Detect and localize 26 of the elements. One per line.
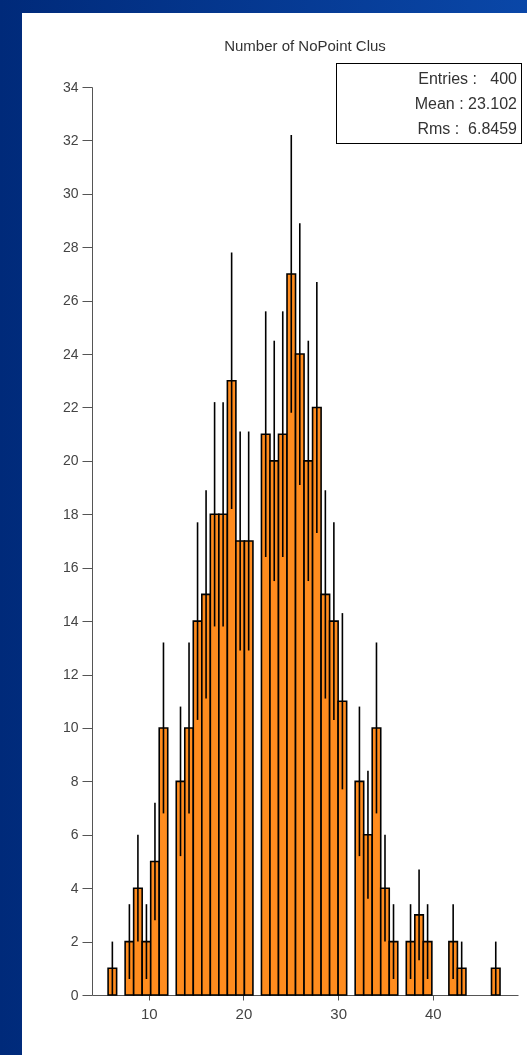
stats-box: Entries : 400 Mean : 23.102 Rms : 6.8459 — [336, 63, 522, 144]
y-tick-label: 2 — [70, 933, 79, 950]
y-tick-label: 16 — [62, 559, 79, 576]
y-tick-label: 20 — [62, 452, 79, 469]
y-tick-label: 26 — [62, 292, 79, 309]
x-tick-label: 40 — [424, 1004, 442, 1022]
x-tick-label: 30 — [330, 1004, 347, 1022]
y-tick-label: 14 — [62, 612, 79, 629]
y-tick-label: 34 — [62, 78, 79, 95]
y-tick-label: 28 — [62, 238, 79, 255]
x-tick-label: 20 — [235, 1004, 253, 1022]
y-tick-label: 10 — [62, 719, 79, 736]
y-tick-label: 18 — [62, 505, 79, 522]
y-tick-label: 12 — [62, 666, 79, 683]
y-tick-label: 24 — [62, 345, 79, 362]
y-tick-label: 4 — [70, 879, 79, 896]
x-tick-label: 10 — [140, 1004, 158, 1022]
y-tick-label: 22 — [62, 398, 79, 415]
y-tick-label: 30 — [62, 185, 79, 202]
y-tick-label: 8 — [70, 772, 79, 789]
y-tick-label: 0 — [70, 986, 79, 1003]
y-tick-label: 6 — [70, 826, 79, 843]
chart-title: Number of NoPoint Clus — [224, 37, 386, 54]
annotation: Rms : 6.8459 — [416, 119, 517, 139]
annotation: Mean : 23.102 — [413, 94, 517, 114]
y-tick-label: 32 — [62, 131, 79, 148]
